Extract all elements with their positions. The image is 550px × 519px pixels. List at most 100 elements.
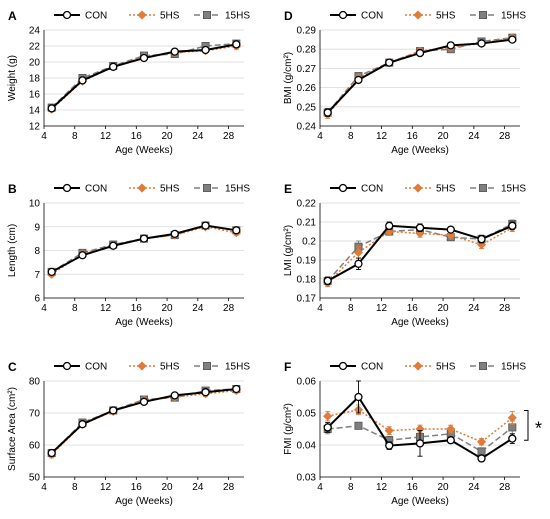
x-tick-label: 28 bbox=[499, 482, 511, 493]
x-tick-label: 28 bbox=[223, 303, 235, 314]
legend-label: 5HS bbox=[160, 184, 180, 195]
legend-marker bbox=[338, 183, 348, 193]
data-point bbox=[354, 421, 363, 430]
data-point bbox=[139, 53, 149, 63]
y-tick-label: 0.18 bbox=[297, 275, 317, 286]
x-tick-label: 16 bbox=[407, 482, 419, 493]
x-tick-label: 24 bbox=[192, 131, 204, 142]
data-point bbox=[415, 439, 425, 448]
data-point bbox=[109, 241, 118, 250]
y-tick-label: 0.29 bbox=[297, 26, 317, 37]
data-point bbox=[232, 226, 241, 235]
series-15hs bbox=[323, 33, 517, 117]
x-tick-label: 12 bbox=[376, 303, 388, 314]
significance-asterisk: * bbox=[535, 418, 542, 438]
y-tick-label: 0.06 bbox=[297, 377, 317, 388]
legend-marker bbox=[202, 10, 211, 19]
y-tick-label: 12 bbox=[29, 122, 41, 133]
y-tick-label: 8 bbox=[34, 246, 40, 257]
x-tick-label: 8 bbox=[348, 482, 354, 493]
data-point bbox=[170, 229, 179, 239]
x-axis-title: Age (Weeks) bbox=[115, 317, 173, 328]
legend-marker bbox=[478, 183, 487, 192]
data-point bbox=[323, 276, 332, 286]
x-tick-label: 8 bbox=[348, 131, 354, 142]
panel-letter: F bbox=[284, 360, 291, 374]
panel-letter: A bbox=[8, 9, 17, 23]
chart-panel-c: 50 60 70 80 4 8 12 16 20 24 28 Age (Weeks) Surface A… bbox=[7, 360, 250, 507]
y-tick-label: 10 bbox=[29, 199, 41, 210]
y-axis-title: BMI (g/cm²) bbox=[283, 52, 294, 104]
x-axis-title: Age (Weeks) bbox=[115, 496, 173, 507]
data-point bbox=[476, 437, 487, 447]
y-tick-label: 50 bbox=[29, 473, 41, 484]
x-tick-label: 8 bbox=[72, 131, 78, 142]
legend-marker bbox=[137, 183, 147, 193]
data-point bbox=[78, 76, 87, 85]
legend-label: 5HS bbox=[436, 184, 456, 195]
data-point bbox=[415, 223, 425, 232]
legend-marker bbox=[62, 183, 72, 193]
y-tick-label: 9 bbox=[34, 222, 40, 233]
x-tick-label: 20 bbox=[162, 131, 174, 142]
data-point bbox=[477, 234, 486, 244]
data-point bbox=[354, 392, 363, 402]
x-tick-label: 16 bbox=[131, 131, 143, 142]
legend-marker bbox=[413, 361, 423, 371]
series-line bbox=[51, 224, 237, 273]
chart-panel-a: 12 14 16 18 20 22 24 4 8 12 16 20 24 28 Age (Weeks) Wei… bbox=[7, 9, 250, 156]
data-point bbox=[47, 267, 56, 277]
legend-marker bbox=[62, 361, 72, 371]
legend-marker bbox=[413, 10, 423, 20]
chart-panel-f: 0.03 0.04 0.05 0.06 4 8 12 16 20 24 28 Age (Weeks) F… bbox=[283, 360, 542, 507]
x-axis-title: Age (Weeks) bbox=[391, 145, 449, 156]
data-point bbox=[354, 75, 363, 85]
data-point bbox=[477, 447, 486, 456]
x-tick-label: 4 bbox=[41, 131, 47, 142]
data-point bbox=[170, 47, 179, 56]
data-point bbox=[446, 225, 455, 234]
data-point bbox=[507, 413, 517, 423]
data-point bbox=[232, 384, 241, 394]
y-tick-label: 18 bbox=[29, 74, 41, 85]
data-point bbox=[508, 423, 517, 432]
series-5hs bbox=[323, 223, 517, 288]
data-point bbox=[508, 35, 517, 44]
x-tick-label: 4 bbox=[41, 482, 47, 493]
data-point bbox=[201, 45, 210, 55]
x-tick-label: 20 bbox=[438, 482, 450, 493]
legend-label: CON bbox=[85, 11, 107, 22]
y-tick-label: 24 bbox=[29, 26, 41, 37]
data-point bbox=[385, 221, 394, 230]
x-tick-label: 16 bbox=[407, 303, 419, 314]
data-point bbox=[201, 221, 210, 230]
y-axis-title: LMI (g/cm²) bbox=[283, 225, 294, 276]
x-tick-label: 24 bbox=[192, 482, 204, 493]
x-tick-label: 28 bbox=[223, 131, 235, 142]
legend-marker bbox=[202, 183, 211, 192]
data-point bbox=[78, 420, 87, 429]
data-point bbox=[201, 388, 210, 397]
x-tick-label: 28 bbox=[499, 131, 511, 142]
data-point bbox=[170, 391, 179, 400]
x-tick-label: 12 bbox=[376, 131, 388, 142]
series-5hs bbox=[47, 386, 241, 460]
y-tick-label: 7 bbox=[34, 270, 40, 281]
y-tick-label: 60 bbox=[29, 441, 41, 452]
x-tick-label: 8 bbox=[72, 303, 78, 314]
data-point bbox=[385, 441, 394, 450]
y-tick-label: 0.19 bbox=[297, 256, 317, 267]
y-tick-label: 0.04 bbox=[297, 441, 317, 452]
y-axis-title: Surface Area (cm²) bbox=[7, 387, 18, 471]
series-con bbox=[323, 380, 517, 463]
data-point bbox=[323, 108, 332, 117]
series-5hs bbox=[323, 404, 517, 447]
x-tick-label: 4 bbox=[317, 131, 323, 142]
data-point bbox=[354, 259, 363, 268]
series-15hs bbox=[47, 39, 241, 112]
y-tick-label: 0.22 bbox=[297, 199, 317, 210]
y-tick-label: 0.26 bbox=[297, 83, 317, 94]
data-point bbox=[385, 58, 394, 67]
x-tick-label: 24 bbox=[468, 482, 480, 493]
x-tick-label: 4 bbox=[317, 482, 323, 493]
